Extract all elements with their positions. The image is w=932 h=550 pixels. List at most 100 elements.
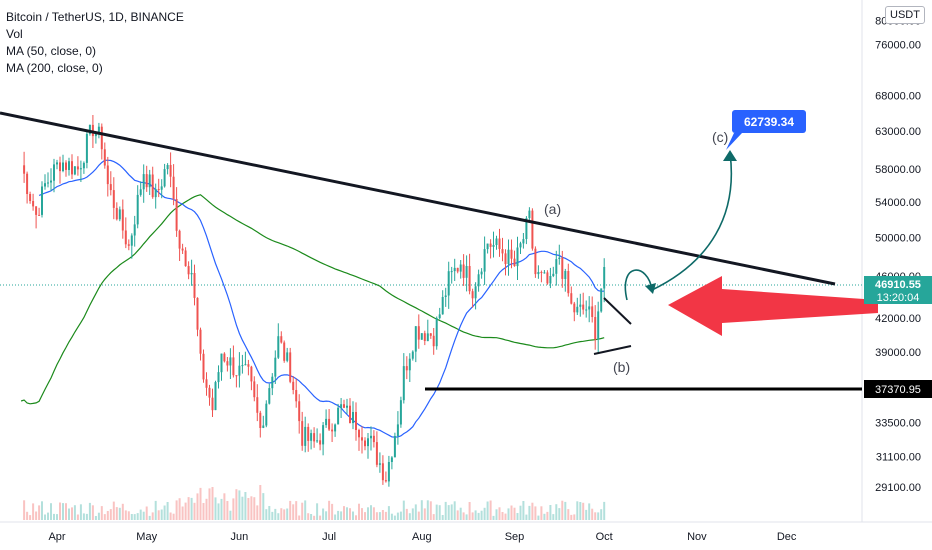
candle xyxy=(220,353,223,381)
volume-bar xyxy=(525,514,528,520)
volume-bar xyxy=(262,493,265,520)
volume-bar xyxy=(53,513,55,520)
last-price-tag: 46910.55 13:20:04 xyxy=(864,276,932,304)
ma50-indicator-label[interactable]: MA (50, close, 0) xyxy=(6,44,97,58)
time-axis[interactable]: Apr May Jun Jul Aug Sep Oct Nov Dec xyxy=(48,531,796,543)
candle xyxy=(277,323,280,359)
candle xyxy=(534,246,537,278)
candle xyxy=(247,359,250,376)
candle xyxy=(35,206,38,229)
candle xyxy=(378,452,381,473)
volume-bar xyxy=(600,509,603,520)
symbol-title[interactable]: Bitcoin / TetherUS, 1D, BINANCE xyxy=(6,10,184,24)
volume-bar xyxy=(100,506,103,520)
volume-bar xyxy=(372,507,375,520)
volume-bar xyxy=(283,509,286,520)
volume-bar xyxy=(193,502,196,520)
volume-bar xyxy=(172,513,175,520)
candle xyxy=(396,411,399,445)
currency-button[interactable]: USDT xyxy=(885,6,925,24)
candle xyxy=(582,292,585,315)
volume-bar xyxy=(337,510,340,520)
descending-trendline[interactable] xyxy=(0,111,836,286)
volume-bar xyxy=(393,515,396,520)
volume-bar xyxy=(106,511,109,520)
ma200-indicator-label[interactable]: MA (200, close, 0) xyxy=(6,61,103,75)
volume-bar xyxy=(292,504,295,520)
time-tick-label: Jul xyxy=(322,531,336,543)
vol-indicator-label[interactable]: Vol xyxy=(6,27,23,41)
wedge-upper-line[interactable] xyxy=(603,297,632,325)
last-price-value: 46910.55 xyxy=(875,279,921,291)
volume-bar xyxy=(420,500,423,520)
candle xyxy=(519,241,522,254)
candle xyxy=(73,166,76,176)
price-tick-label: 76000.00 xyxy=(875,39,921,51)
price-tick-label: 58000.00 xyxy=(875,164,921,176)
candle xyxy=(591,296,594,323)
candle xyxy=(414,326,417,363)
candle xyxy=(190,259,193,286)
candle xyxy=(423,330,426,346)
wave-label-c: (c) xyxy=(712,129,728,145)
candle xyxy=(301,411,304,451)
target-price-tag[interactable]: 62739.34 xyxy=(726,110,806,150)
candle xyxy=(169,152,172,188)
time-tick-label: Jun xyxy=(231,531,249,543)
candle xyxy=(283,340,286,363)
candle xyxy=(65,160,67,177)
candlesticks[interactable] xyxy=(23,115,606,487)
candle xyxy=(124,217,127,249)
candle xyxy=(85,130,88,169)
price-tick-label: 31100.00 xyxy=(876,452,921,464)
candle xyxy=(361,426,363,454)
projection-curve-large[interactable] xyxy=(651,152,733,291)
candle xyxy=(241,354,244,374)
volume-bar xyxy=(196,493,199,520)
candle xyxy=(160,179,163,199)
candle xyxy=(181,243,184,254)
candle xyxy=(432,328,435,355)
candle xyxy=(118,206,121,222)
candle xyxy=(163,163,166,188)
volume-bar xyxy=(462,512,465,520)
volume-bar xyxy=(322,508,325,520)
candle xyxy=(384,471,387,483)
candle xyxy=(498,228,501,257)
volume-bar xyxy=(271,511,274,520)
volume-bar xyxy=(211,487,214,520)
candle xyxy=(462,254,465,286)
volume-bar xyxy=(396,512,399,520)
candle xyxy=(29,191,32,204)
candle xyxy=(136,185,139,229)
candle xyxy=(549,267,552,289)
candle xyxy=(71,154,73,179)
volume-bar xyxy=(65,503,67,520)
big-red-arrow[interactable] xyxy=(668,276,878,336)
candle xyxy=(441,290,444,315)
volume-bar xyxy=(205,498,208,520)
candle xyxy=(235,375,238,388)
volume-bar xyxy=(190,497,193,520)
projection-curve-small[interactable] xyxy=(624,269,653,301)
volume-bar xyxy=(97,512,100,520)
volume-bar xyxy=(495,509,498,520)
volume-bar xyxy=(68,508,70,520)
candle xyxy=(561,250,564,288)
volume-bar xyxy=(26,511,29,520)
candle xyxy=(208,384,211,406)
volume-bar xyxy=(277,513,280,520)
wedge-lower-line[interactable] xyxy=(593,345,632,355)
volume-bar xyxy=(465,514,468,520)
candle xyxy=(133,215,136,247)
volume-bar xyxy=(229,510,232,520)
time-tick-label: Sep xyxy=(505,531,525,543)
price-tick-label: 39000.00 xyxy=(875,347,921,359)
time-tick-label: Nov xyxy=(687,531,707,543)
candle xyxy=(349,398,351,424)
time-tick-label: Dec xyxy=(777,531,797,543)
candle xyxy=(256,384,259,422)
candle xyxy=(175,187,178,237)
volume-bar xyxy=(208,488,211,520)
